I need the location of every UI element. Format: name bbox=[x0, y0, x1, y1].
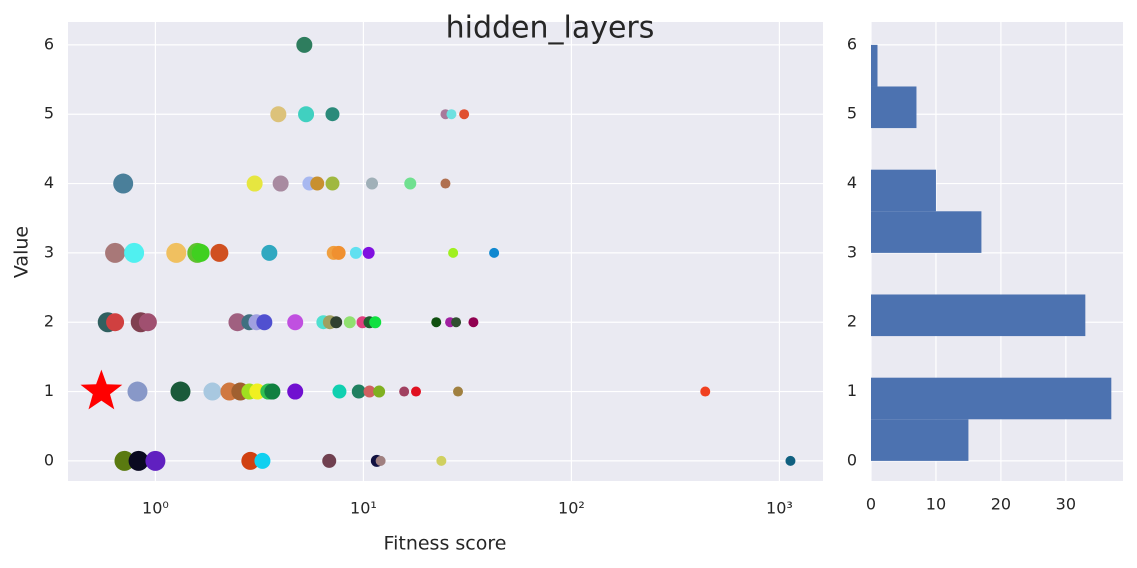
x-tick-label: 30 bbox=[1056, 495, 1076, 514]
scatter-point bbox=[166, 242, 187, 263]
scatter-point bbox=[261, 244, 278, 261]
scatter-point bbox=[362, 246, 375, 259]
marks-layer bbox=[80, 36, 1112, 471]
scatter-point bbox=[322, 453, 337, 468]
scatter-point bbox=[128, 450, 149, 471]
x-tick-label: 10⁰ bbox=[142, 499, 169, 518]
y-tick-label: 6 bbox=[847, 34, 857, 53]
scatter-point bbox=[241, 451, 260, 470]
histogram-bar bbox=[871, 44, 878, 87]
x-tick-label: 10³ bbox=[766, 499, 793, 518]
scatter-point bbox=[404, 177, 417, 190]
scatter-point bbox=[287, 383, 304, 400]
x-tick-label: 10² bbox=[558, 499, 585, 518]
scatter-point bbox=[332, 384, 347, 399]
scatter-point bbox=[369, 316, 382, 329]
scatter-point bbox=[366, 177, 379, 190]
histogram-bar bbox=[871, 169, 936, 212]
scatter-point bbox=[375, 455, 386, 466]
histogram-bar bbox=[871, 86, 917, 129]
scatter-point bbox=[373, 385, 386, 398]
scatter-point bbox=[310, 176, 325, 191]
histogram-bar bbox=[871, 419, 969, 461]
scatter-point bbox=[700, 386, 711, 397]
scatter-point bbox=[468, 317, 479, 328]
y-axis-label: Value bbox=[11, 226, 33, 278]
scatter-point bbox=[459, 109, 470, 120]
y-tick-label: 4 bbox=[847, 173, 857, 192]
scatter-point bbox=[254, 452, 271, 469]
scatter-point bbox=[431, 317, 442, 328]
scatter-point bbox=[325, 107, 340, 122]
scatter-point bbox=[145, 450, 166, 471]
histogram-bar bbox=[871, 211, 982, 253]
scatter-point bbox=[399, 386, 410, 397]
scatter-point bbox=[489, 247, 500, 258]
scatter-point bbox=[203, 382, 222, 401]
x-axis-label: Fitness score bbox=[384, 533, 507, 555]
scatter-point bbox=[411, 386, 422, 397]
best-marker bbox=[80, 369, 123, 410]
scatter-point bbox=[363, 385, 376, 398]
y-tick-label: 5 bbox=[847, 104, 857, 123]
scatter-point bbox=[272, 175, 289, 192]
scatter-point bbox=[436, 455, 447, 466]
scatter-point bbox=[106, 313, 125, 332]
y-tick-label: 4 bbox=[44, 173, 54, 192]
scatter-point bbox=[138, 313, 157, 332]
scatter-point bbox=[451, 317, 462, 328]
chart-title: hidden_layers bbox=[446, 11, 655, 46]
y-tick-label: 5 bbox=[44, 104, 54, 123]
scatter-point bbox=[448, 247, 459, 258]
scatter-point bbox=[446, 109, 457, 120]
histogram-bar bbox=[871, 294, 1086, 337]
scatter-point bbox=[246, 175, 263, 192]
scatter-point bbox=[453, 386, 464, 397]
x-tick-label: 0 bbox=[866, 495, 876, 514]
scatter-point bbox=[270, 106, 287, 123]
scatter-point bbox=[349, 246, 362, 259]
y-tick-label: 0 bbox=[847, 450, 857, 469]
y-tick-label: 0 bbox=[44, 450, 54, 469]
scatter-point bbox=[351, 384, 366, 399]
scatter-point bbox=[191, 243, 210, 262]
y-tick-label: 2 bbox=[847, 312, 857, 331]
scatter-point bbox=[325, 176, 340, 191]
scatter-point bbox=[127, 381, 148, 402]
scatter-point bbox=[124, 242, 145, 263]
scatter-point bbox=[343, 316, 356, 329]
scatter-point bbox=[296, 36, 313, 53]
x-tick-label: 10¹ bbox=[350, 499, 377, 518]
y-tick-label: 6 bbox=[44, 34, 54, 53]
scatter-point bbox=[105, 242, 126, 263]
scatter-point bbox=[249, 383, 266, 400]
scatter-point bbox=[256, 314, 273, 331]
y-tick-label: 3 bbox=[847, 242, 857, 261]
y-tick-label: 2 bbox=[44, 312, 54, 331]
x-tick-label: 10 bbox=[926, 495, 946, 514]
scatter-point bbox=[113, 173, 134, 194]
scatter-point bbox=[330, 316, 343, 329]
y-tick-label: 1 bbox=[847, 381, 857, 400]
histogram-bar bbox=[871, 377, 1112, 420]
scatter-point bbox=[785, 455, 796, 466]
scatter-point bbox=[170, 381, 191, 402]
scatter-point bbox=[287, 314, 304, 331]
scatter-point bbox=[331, 245, 346, 260]
y-tick-label: 1 bbox=[44, 381, 54, 400]
scatter-point bbox=[228, 313, 247, 332]
scatter-point bbox=[298, 106, 315, 123]
scatter-point bbox=[440, 178, 451, 189]
scatter-point bbox=[210, 243, 229, 262]
y-tick-label: 3 bbox=[44, 242, 54, 261]
scatter-point bbox=[114, 450, 135, 471]
x-tick-label: 20 bbox=[991, 495, 1011, 514]
scatter-point bbox=[264, 383, 281, 400]
